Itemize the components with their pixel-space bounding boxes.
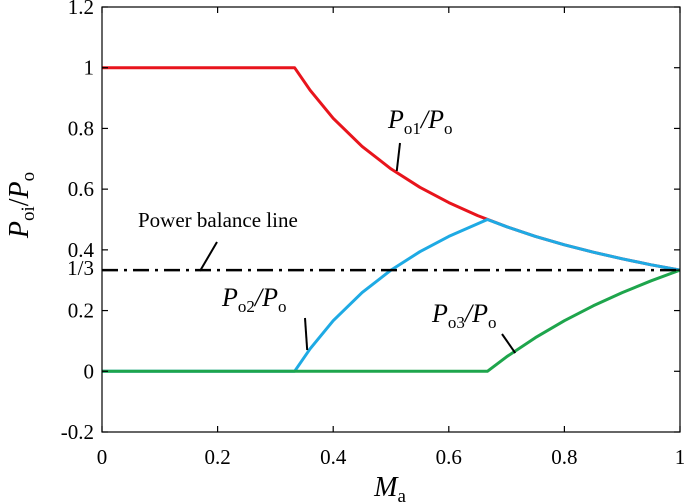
x-axis-title: Ma (373, 472, 406, 503)
annotation-2-part-0: P (221, 283, 238, 312)
x-tick-label-3: 0.6 (436, 445, 462, 469)
series-layer (102, 66, 681, 373)
annotation-1-part-0: P (387, 105, 404, 134)
annotation-2-part-3: o (278, 297, 287, 316)
x-tick-label-4: 0.8 (551, 445, 577, 469)
y-axis-title-s1: o (18, 212, 39, 222)
y-tick-label-6: 0.8 (68, 116, 94, 140)
annotation-label-1: Po1/Po (387, 105, 453, 138)
annotation-label-3: Po3/Po (431, 299, 497, 332)
x-tick-label-0: 0 (97, 445, 108, 469)
annotation-1-part-2: /P (419, 105, 444, 134)
annotation-3-part-1: o3 (448, 313, 465, 332)
x-axis-title-sub: a (397, 486, 406, 503)
series-line-3 (102, 268, 681, 373)
plot-frame (101, 6, 681, 433)
x-tick-label-5: 1 (675, 445, 685, 469)
annotation-2-part-2: /P (253, 283, 278, 312)
annotation-label-2: Po2/Po (221, 283, 287, 316)
annotation-leader-3 (501, 333, 517, 354)
y-tick-label-4: 0.4 (68, 238, 95, 262)
annotation-3-part-3: o (488, 313, 497, 332)
x-tick-label-1: 0.2 (204, 445, 230, 469)
y-axis-title-p1: P (4, 221, 35, 239)
annotation-3-part-2: /P (463, 299, 488, 328)
series-line-1 (102, 66, 681, 272)
y-tick-label-2: 0.2 (68, 299, 94, 323)
x-tick-label-2: 0.4 (320, 445, 347, 469)
annotation-2-part-1: o2 (238, 297, 255, 316)
annotation-leader-1 (395, 142, 401, 172)
y-tick-label-1: 0 (84, 359, 95, 383)
y-axis-title-s2: i (18, 206, 39, 211)
series-line-2 (102, 218, 681, 373)
y-axis-title: Poi/Po (4, 172, 39, 239)
tick-layer: 0 0.2 0.4 0.6 0.8 1-0.200.21/30.40.60.811.2 (61, 0, 685, 469)
annotation-1-part-1: o1 (404, 119, 421, 138)
reference-layer (102, 241, 680, 272)
reference-label-leader (199, 241, 218, 272)
annotation-leader-2 (304, 317, 309, 351)
y-axis-title-p2: P (4, 181, 35, 199)
y-tick-label-7: 1 (84, 56, 95, 80)
y-tick-label-5: 0.6 (68, 177, 94, 201)
reference-line-label: Power balance line (138, 208, 298, 232)
x-axis-title-main: M (373, 472, 399, 503)
y-tick-label-3: 1/3 (67, 256, 94, 280)
y-tick-label-0: -0.2 (61, 420, 94, 444)
annotation-1-part-3: o (444, 119, 453, 138)
y-axis-title-slash: / (4, 198, 35, 206)
annotation-3-part-0: P (431, 299, 448, 328)
y-axis-title-s3: o (18, 172, 39, 182)
y-tick-label-8: 1.2 (68, 0, 94, 19)
